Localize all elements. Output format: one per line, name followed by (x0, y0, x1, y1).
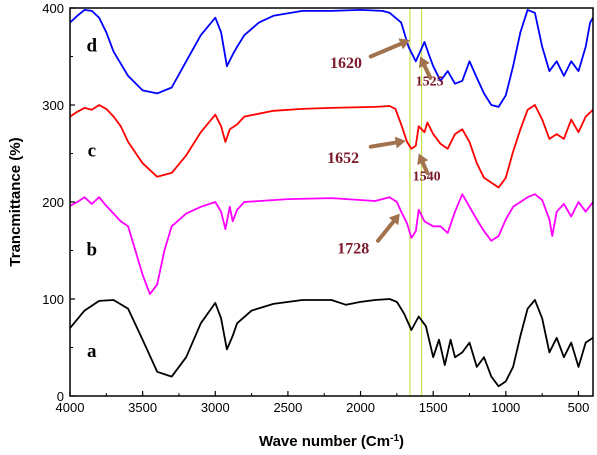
annotation-arrow-shaft-1728 (375, 219, 396, 243)
y-tick-label-0: 0 (57, 389, 64, 404)
annotation-arrow-shaft-1540 (420, 160, 430, 175)
series-label-c: c (88, 140, 96, 161)
annotation-arrow-shaft-1620 (368, 41, 403, 59)
series-label-a: a (87, 341, 97, 362)
annotation-label-1540: 1540 (413, 170, 441, 185)
annotation-arrow-shaft-1525 (422, 63, 433, 80)
x-axis-title-sup: -1 (390, 433, 399, 444)
x-axis-title-close: ) (399, 433, 404, 450)
x-tick-label-500: 500 (568, 400, 590, 415)
x-tick-label-3000: 3000 (201, 400, 230, 415)
annotation-arrow-head-1525 (419, 56, 430, 69)
series-line-d (70, 9, 593, 108)
series-label-b: b (87, 239, 98, 260)
x-tick-label-2000: 2000 (346, 400, 375, 415)
x-tick-label-1500: 1500 (419, 400, 448, 415)
x-axis-title-main: Wave number (Cm (259, 433, 390, 450)
annotation-label-1652: 1652 (327, 150, 359, 167)
x-axis-title: Wave number (Cm-1) (259, 433, 404, 451)
annotation-arrow-head-1540 (417, 153, 429, 166)
annotation-arrow-head-1620 (398, 38, 410, 50)
y-tick-label-100: 100 (42, 292, 64, 307)
x-tick-label-4000: 4000 (56, 400, 85, 415)
x-tick-label-1000: 1000 (491, 400, 520, 415)
annotation-label-1525: 1525 (416, 75, 444, 90)
series-line-c (70, 104, 593, 189)
annotation-arrow-head-1652 (394, 136, 406, 149)
y-tick-label-400: 400 (42, 1, 64, 16)
x-tick-label-3500: 3500 (128, 400, 157, 415)
annotation-arrow-head-1728 (388, 213, 400, 226)
series-line-a (70, 298, 593, 388)
annotation-label-1620: 1620 (330, 55, 362, 72)
x-tick-label-2500: 2500 (273, 400, 302, 415)
y-axis-title: Trancmittance (%) (7, 137, 24, 266)
annotation-label-1728: 1728 (337, 240, 369, 257)
y-tick-label-200: 200 (42, 195, 64, 210)
y-tick-label-300: 300 (42, 98, 64, 113)
annotation-arrow-shaft-1652 (368, 140, 398, 149)
series-label-d: d (87, 36, 98, 57)
series-line-b (70, 193, 593, 295)
